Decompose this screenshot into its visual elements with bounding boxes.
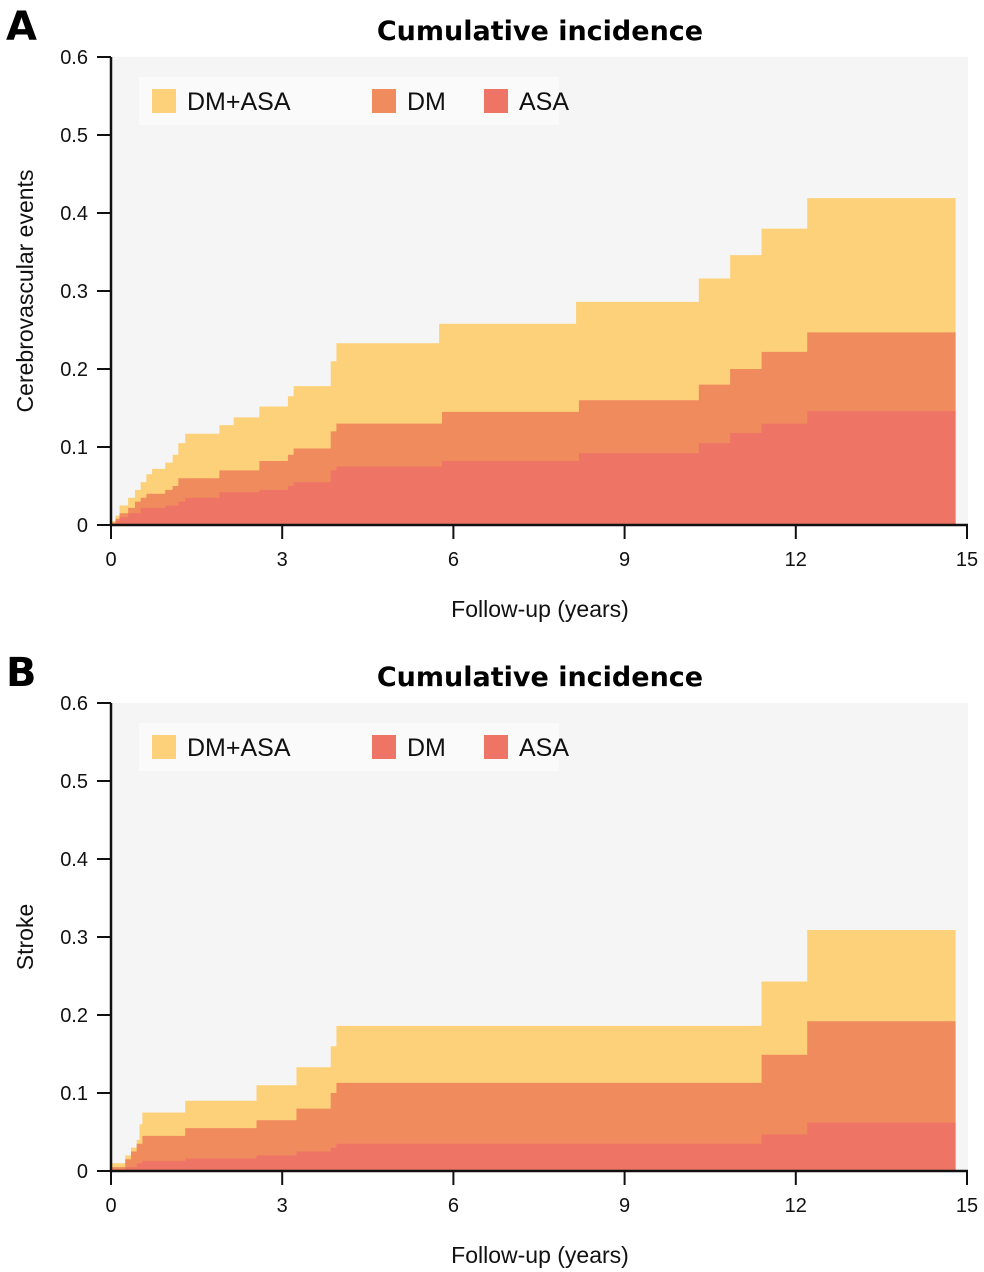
area-layers: [111, 198, 956, 525]
x-tick-label: 6: [448, 549, 459, 571]
legend-label: DM+ASA: [187, 734, 291, 762]
y-tick-label: 0: [77, 1161, 88, 1183]
panel-letter-b: B: [6, 650, 37, 696]
legend-swatch: [372, 89, 396, 113]
legend-swatch: [152, 89, 176, 113]
area-layers: [111, 929, 956, 1171]
legend: DM+ASA DM ASA: [139, 723, 569, 771]
x-axis-label: Follow-up (years): [451, 1242, 629, 1268]
legend-label: DM+ASA: [187, 88, 291, 116]
y-axis-label: Stroke: [12, 904, 38, 970]
legend-label: DM: [407, 88, 446, 116]
area-dm: [111, 1021, 956, 1171]
legend-swatch: [372, 735, 396, 759]
y-tick-label: 0.6: [60, 47, 88, 69]
legend-swatch: [484, 89, 508, 113]
y-tick-label: 0: [77, 515, 88, 537]
x-tick-label: 9: [619, 549, 630, 571]
x-tick-label: 9: [619, 1195, 630, 1217]
y-axis-label: Cerebrovascular events: [12, 170, 38, 413]
x-tick-label: 12: [785, 1195, 807, 1217]
x-tick-label: 6: [448, 1195, 459, 1217]
x-tick-label: 12: [785, 549, 807, 571]
y-tick-label: 0.6: [60, 693, 88, 715]
area-asa: [111, 1122, 956, 1171]
y-tick-label: 0.5: [60, 771, 88, 793]
x-tick-label: 15: [956, 549, 978, 571]
y-tick-label: 0.3: [60, 281, 88, 303]
legend-label: ASA: [519, 734, 569, 762]
legend-swatch: [152, 735, 176, 759]
y-tick-label: 0.5: [60, 125, 88, 147]
y-tick-label: 0.1: [60, 437, 88, 459]
y-tick-label: 0.4: [60, 849, 88, 871]
legend-label: ASA: [519, 88, 569, 116]
x-tick-label: 0: [105, 549, 116, 571]
panel-a: A Cumulative incidence DM+ASA DM ASA 00.10…: [6, 4, 978, 622]
panel-b: B Cumulative incidence DM+ASA DM ASA 00.10…: [6, 650, 978, 1268]
axes: 0 0.1 0.2 0.3 0.4 0.5 0.6 0 3 6 9 12 15: [60, 47, 978, 571]
x-tick-label: 0: [105, 1195, 116, 1217]
y-tick-label: 0.2: [60, 1005, 88, 1027]
x-axis-label: Follow-up (years): [451, 596, 629, 622]
legend-label: DM: [407, 734, 446, 762]
area-asa: [111, 411, 956, 525]
x-tick-label: 15: [956, 1195, 978, 1217]
y-tick-label: 0.1: [60, 1083, 88, 1105]
axes: 0 0.1 0.2 0.3 0.4 0.5 0.6 0 3 6 9 12 15: [60, 693, 978, 1217]
y-tick-label: 0.2: [60, 359, 88, 381]
chart-title: Cumulative incidence: [377, 16, 703, 47]
x-tick-label: 3: [277, 1195, 288, 1217]
y-tick-label: 0.4: [60, 203, 88, 225]
panel-letter-a: A: [6, 4, 37, 50]
legend: DM+ASA DM ASA: [139, 77, 569, 125]
x-tick-label: 3: [277, 549, 288, 571]
y-tick-label: 0.3: [60, 927, 88, 949]
legend-swatch: [484, 735, 508, 759]
chart-title: Cumulative incidence: [377, 662, 703, 693]
